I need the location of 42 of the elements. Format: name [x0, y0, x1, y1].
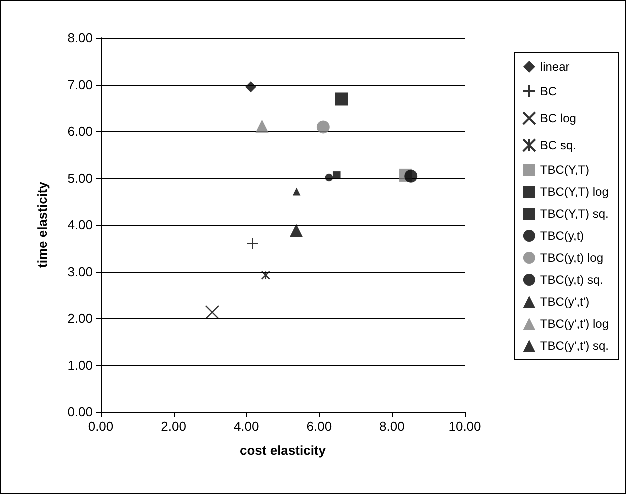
y-tick-label: 3.00	[68, 264, 93, 280]
x-tick-label: 10.00	[448, 419, 482, 434]
point	[205, 305, 220, 320]
legend-label: TBC(Y,T) log	[540, 185, 609, 199]
point	[261, 270, 270, 280]
x-tick-label: 0.00	[88, 419, 114, 434]
x-tick-label: 8.00	[380, 419, 405, 434]
point	[332, 172, 341, 180]
legend-label: TBC(y',t') sq.	[540, 339, 610, 353]
y-tick-label: 6.00	[68, 124, 93, 139]
x-tick-label: 4.00	[234, 419, 260, 434]
y-tick-label: 4.00	[68, 218, 93, 232]
y-tick-label: 7.00	[68, 77, 93, 92]
y-tick-label: 0.00	[68, 404, 93, 420]
x-axis-title: cost elasticity	[240, 443, 327, 458]
x-tick-label: 6.00	[306, 419, 332, 434]
point	[292, 188, 301, 196]
y-tick-label: 2.00	[68, 311, 93, 326]
y-tick-label: 5.00	[68, 170, 93, 186]
legend-label: TBC(y,t) sq.	[540, 273, 604, 287]
x-tick-label: 2.00	[161, 419, 186, 434]
legend-label: BC log	[540, 112, 576, 126]
legend-label: BC sq.	[540, 138, 576, 152]
point	[290, 224, 303, 238]
legend-label: TBC(y',t') log	[540, 317, 610, 331]
point	[316, 120, 330, 134]
legend-label: BC	[540, 84, 558, 98]
legend-label: linear	[540, 60, 570, 74]
point	[245, 82, 256, 93]
y-axis-title: time elasticity	[35, 181, 50, 268]
y-tick-label: 8.00	[68, 30, 93, 46]
point	[256, 120, 269, 133]
point	[404, 170, 418, 183]
legend-label: TBC(y,t)	[540, 229, 584, 243]
point	[335, 92, 348, 106]
legend-label: TBC(y,t) log	[540, 251, 604, 265]
legend-label: TBC(Y,T) sq.	[540, 207, 609, 221]
point	[246, 238, 259, 250]
point	[325, 174, 334, 182]
legend-label: TBC(y',t')	[540, 295, 590, 309]
y-tick-label: 1.00	[68, 358, 93, 373]
legend-label: TBC(Y,T)	[540, 163, 590, 177]
